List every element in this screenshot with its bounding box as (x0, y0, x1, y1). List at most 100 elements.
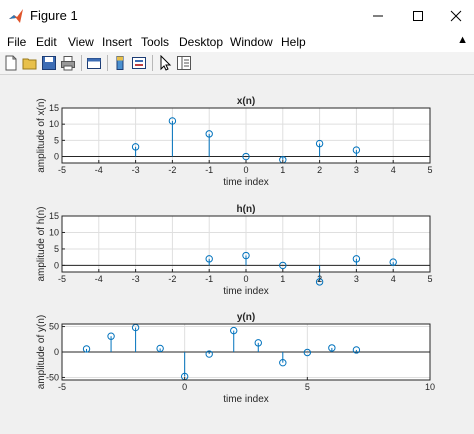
y-tick-label: 15 (49, 103, 59, 113)
x-tick-label: -4 (95, 165, 103, 175)
x-tick-label: 5 (427, 165, 432, 175)
y-tick-label: 50 (49, 322, 59, 332)
x-tick-label: 3 (354, 274, 359, 284)
link-plot-button[interactable] (85, 54, 103, 72)
x-tick-label: 3 (354, 165, 359, 175)
y-tick-label: 15 (49, 211, 59, 221)
print-button[interactable] (59, 54, 77, 72)
open-file-icon (22, 58, 37, 70)
maximize-icon (413, 11, 423, 21)
menu-edit[interactable]: Edit (36, 35, 57, 49)
stem-marker (82, 345, 91, 353)
stem-marker (279, 358, 287, 367)
y-tick-label: 0 (54, 152, 59, 162)
edit-plot-button[interactable] (156, 54, 174, 72)
stem-marker (205, 130, 213, 138)
insert-colorbar-button[interactable] (111, 54, 129, 72)
y-tick-label: -50 (46, 372, 59, 382)
x-tick-label: -4 (95, 274, 103, 284)
link-plot-icon (87, 58, 101, 69)
axes-title: x(n) (237, 96, 255, 107)
stem-marker (389, 258, 397, 266)
y-axis-label: amplitude of h(n) (36, 206, 47, 281)
x-tick-label: 2 (317, 274, 322, 284)
y-tick-label: 0 (54, 347, 59, 357)
axes-1: -5 -4 -3 -2 -1 0 1 2 3 4 5 0 5 10 15 x(n) time index ampl… (36, 96, 433, 188)
x-axis-label: time index (223, 286, 269, 297)
x-tick-label: 4 (391, 165, 396, 175)
stem-marker (242, 251, 250, 260)
stem-marker (205, 255, 213, 263)
y-tick-label: 10 (49, 119, 59, 129)
x-tick-label: -1 (205, 165, 213, 175)
menu-desktop[interactable]: Desktop (179, 35, 224, 49)
new-figure-button[interactable] (2, 54, 20, 72)
menu-help[interactable]: Help (281, 35, 306, 49)
y-tick-label: 10 (49, 227, 59, 237)
x-axis-label: time index (223, 394, 269, 405)
property-inspector-icon (177, 56, 191, 70)
y-axis-label: amplitude of x(n) (36, 98, 47, 172)
menu-bar: File Edit View Insert Tools Desktop Wind… (0, 32, 474, 52)
y-tick-label: 5 (54, 135, 59, 145)
insert-legend-button[interactable] (130, 54, 148, 72)
menu-view[interactable]: View (68, 35, 94, 49)
stem-marker (168, 117, 177, 125)
stem-marker (303, 348, 312, 357)
axes-title: h(n) (237, 204, 256, 215)
save-button[interactable] (40, 54, 58, 72)
menu-overflow-arrow[interactable]: ▲ (457, 34, 468, 46)
toolbar-separator (152, 55, 153, 71)
stem-marker (328, 344, 336, 352)
x-tick-label: 0 (182, 382, 187, 392)
menu-window[interactable]: Window (230, 35, 273, 49)
x-tick-label: 1 (280, 165, 285, 175)
menu-tools[interactable]: Tools (141, 35, 170, 49)
minimize-button[interactable] (358, 0, 398, 32)
menu-insert[interactable]: Insert (102, 35, 133, 49)
stem-marker (205, 350, 213, 358)
x-tick-label: 0 (243, 274, 248, 284)
x-tick-label: -5 (58, 165, 66, 175)
x-tick-label: -5 (58, 382, 66, 392)
stem-marker (131, 143, 140, 151)
y-tick-label: 5 (54, 244, 59, 254)
stem-marker (352, 255, 361, 263)
stem-marker (279, 261, 287, 270)
x-tick-label: -1 (205, 274, 213, 284)
minimize-icon (373, 15, 383, 17)
x-axis-label: time index (223, 177, 269, 188)
y-axis-label: amplitude of y(n) (36, 315, 47, 389)
x-tick-label: 10 (425, 382, 435, 392)
stem-marker (156, 344, 164, 353)
axes-2: -5 -4 -3 -2 -1 0 1 2 3 4 5 0 5 10 15 h(n) time index ampl… (36, 204, 433, 297)
x-tick-label: 5 (427, 274, 432, 284)
matlab-logo-icon (9, 9, 23, 23)
figure-canvas: -5 -4 -3 -2 -1 0 1 2 3 4 5 0 5 10 15 x(n) time index ampl… (0, 75, 474, 434)
x-tick-label: 4 (391, 274, 396, 284)
x-tick-label: -3 (132, 274, 140, 284)
open-file-button[interactable] (21, 54, 39, 72)
toolbar (0, 52, 474, 75)
title-bar: Figure 1 (0, 0, 474, 33)
y-tick-label: 0 (54, 260, 59, 270)
close-button[interactable] (436, 0, 474, 32)
stem-marker (315, 139, 324, 148)
stem-marker (230, 326, 238, 335)
property-inspector-button[interactable] (175, 54, 193, 72)
x-tick-label: -2 (168, 274, 176, 284)
stem-marker (352, 346, 361, 354)
menu-file[interactable]: File (7, 35, 27, 49)
x-tick-label: -2 (168, 165, 176, 175)
stem-marker (254, 339, 262, 347)
new-figure-icon (5, 55, 17, 71)
toolbar-separator (81, 55, 82, 71)
print-icon (61, 56, 75, 71)
x-tick-label: -5 (58, 274, 66, 284)
close-icon (450, 10, 462, 22)
maximize-button[interactable] (398, 0, 438, 32)
save-icon (42, 56, 56, 70)
stem-marker (352, 146, 361, 154)
